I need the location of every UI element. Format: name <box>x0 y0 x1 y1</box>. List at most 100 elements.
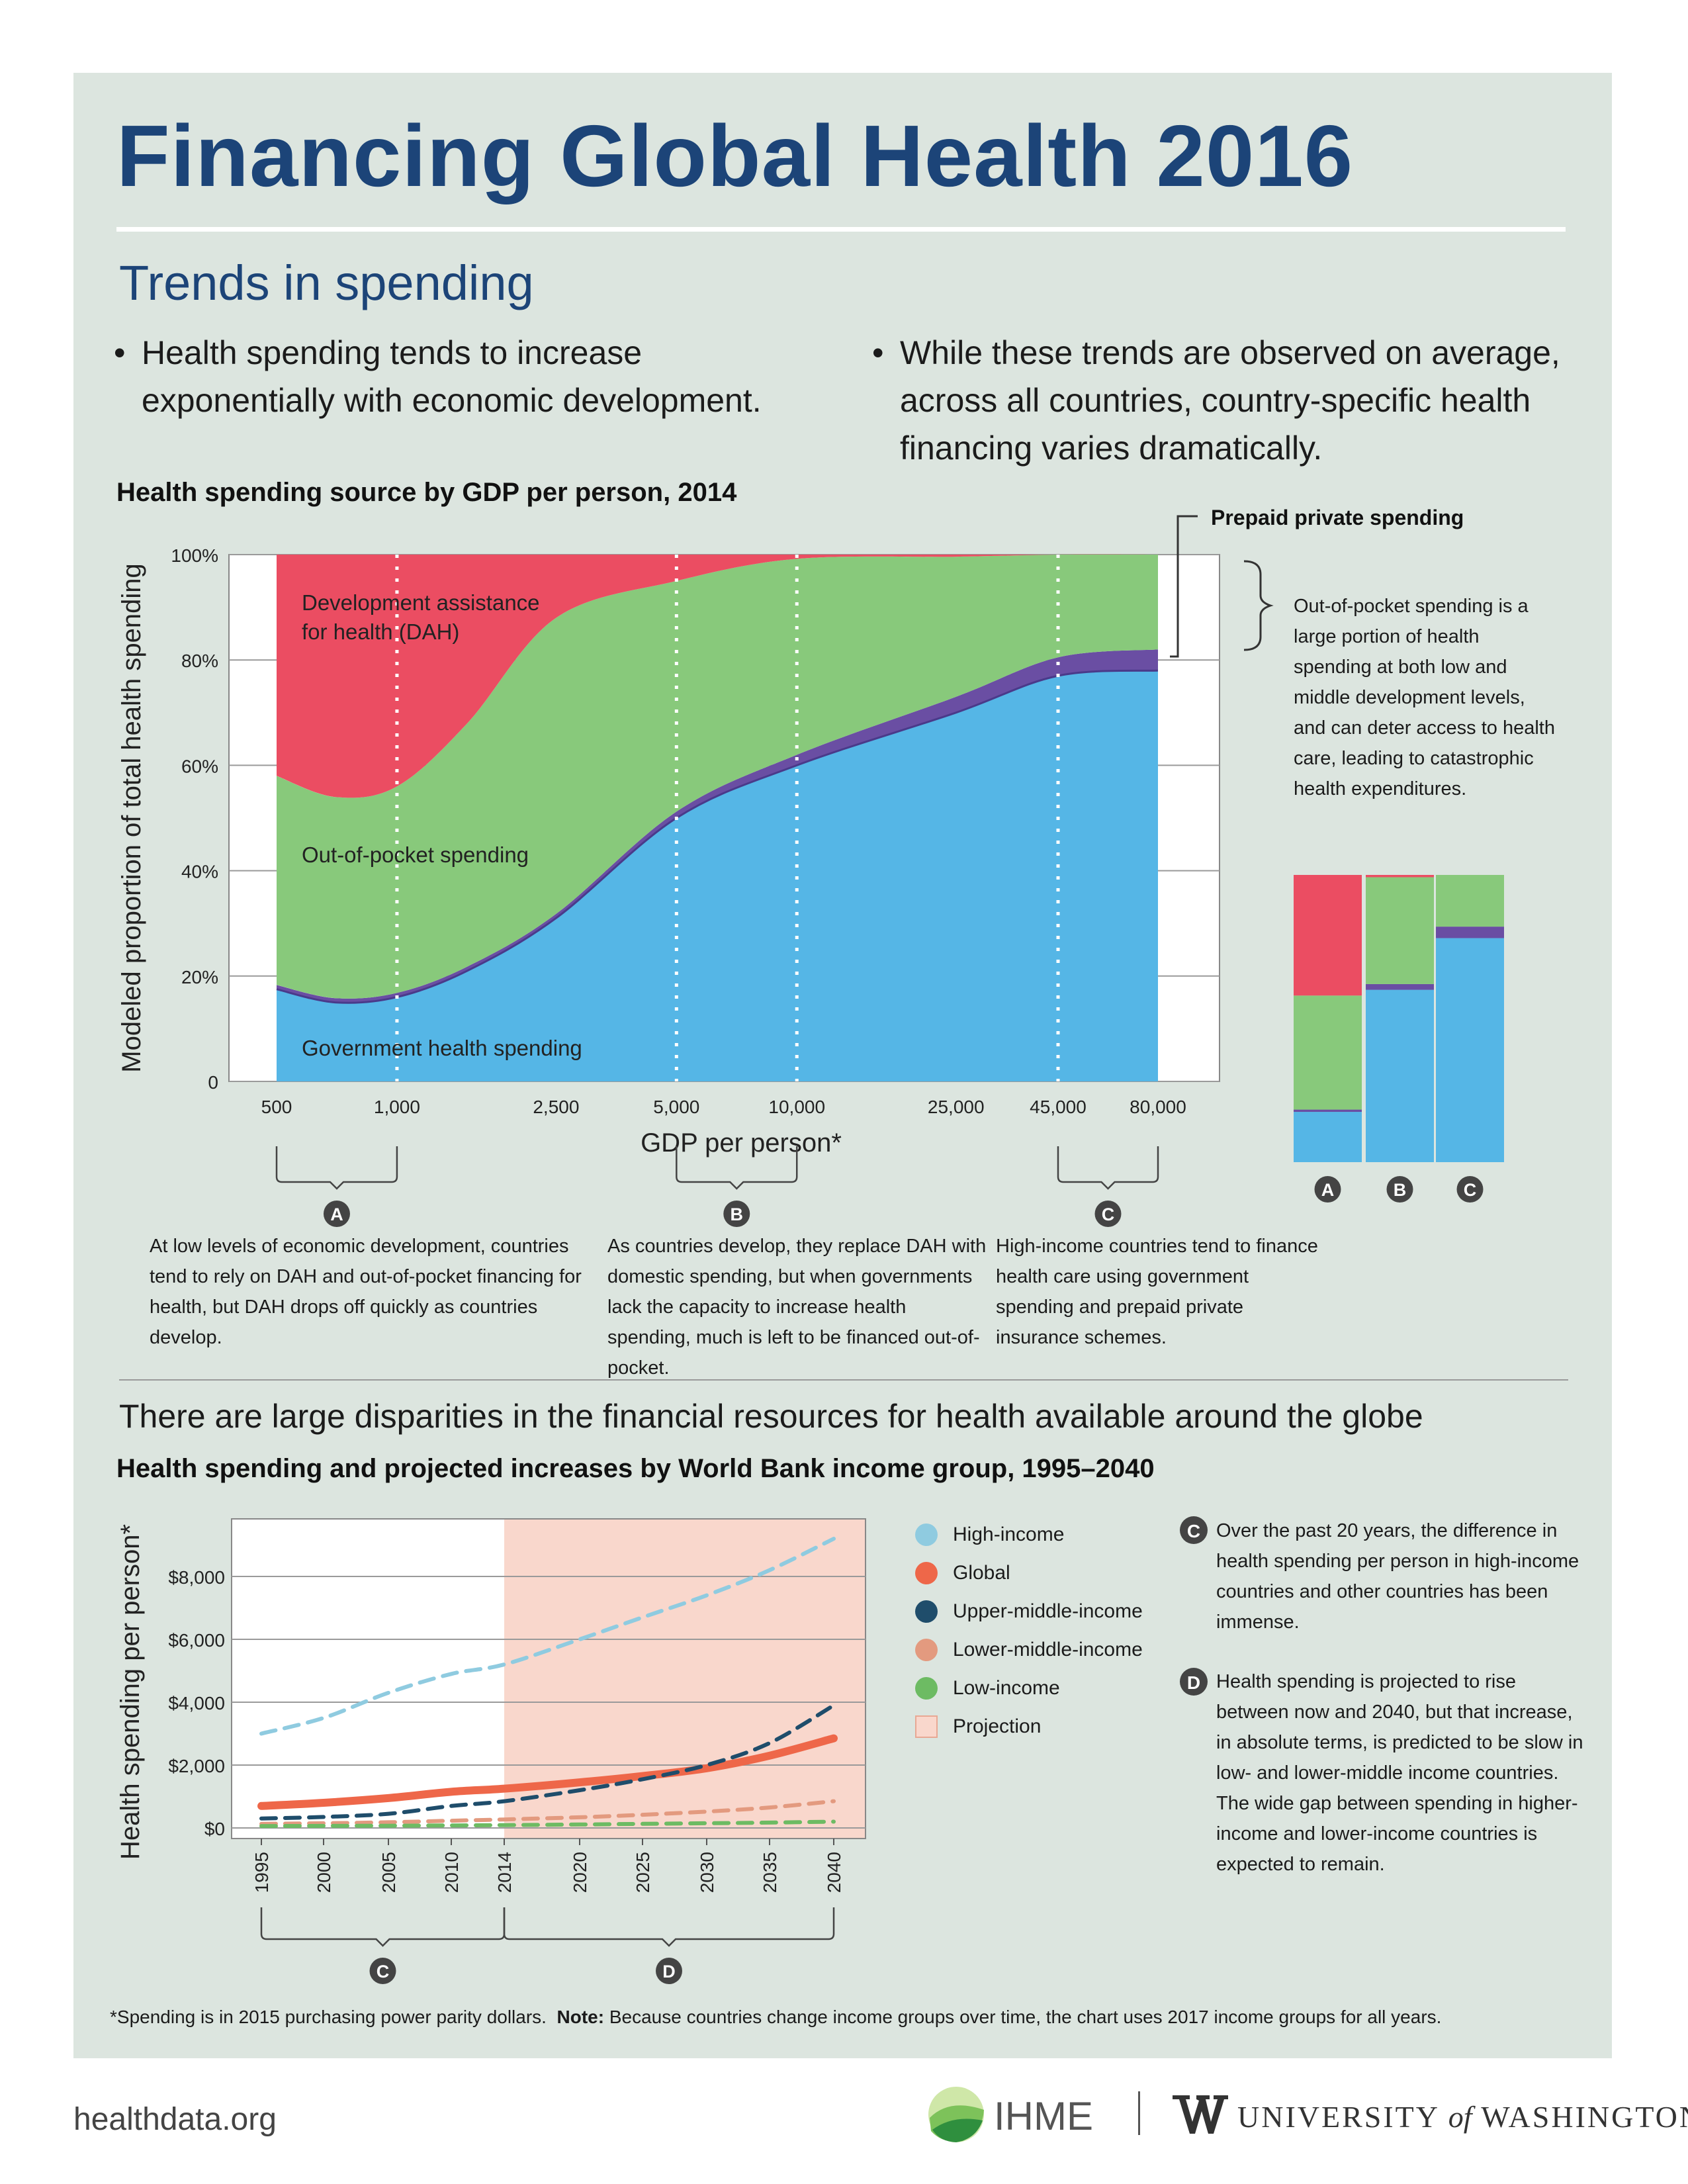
mini-bar-segment-government <box>1366 989 1434 1162</box>
footnote-note-text: Because countries change income groups o… <box>604 2007 1442 2027</box>
y-tick-label: 100% <box>171 545 218 566</box>
x-axis-label: GDP per person* <box>641 1128 842 1158</box>
x-tick-label: 2020 <box>570 1852 590 1893</box>
area-out-of-pocket-spending <box>277 554 1158 999</box>
y-axis-label: Modeled proportion of total health spend… <box>117 563 146 1072</box>
uw-word-of: of <box>1448 2100 1472 2134</box>
y-tick-label: $4,000 <box>168 1693 225 1713</box>
oop-note: Out-of-pocket spending is a large portio… <box>1294 596 1555 799</box>
legend-dot-icon <box>915 1562 938 1584</box>
mini-bar-segment-dah <box>1366 875 1434 878</box>
label-dah-line1: Development assistance <box>302 590 540 615</box>
label-government: Government health spending <box>302 1036 582 1060</box>
mini-bar-segment-government <box>1294 1112 1362 1162</box>
bullet-point: While these trends are observed on avera… <box>872 329 1562 472</box>
title-divider <box>116 227 1566 232</box>
series-line-upper-middle-income <box>259 1703 836 1821</box>
section-heading-disparities: There are large disparities in the finan… <box>119 1398 1423 1435</box>
x-tick-label: 5,000 <box>653 1097 699 1117</box>
x-tick-label: 2005 <box>378 1852 399 1893</box>
footnote-main: *Spending is in 2015 purchasing power pa… <box>110 2007 547 2027</box>
marker-label: C <box>1464 1180 1477 1200</box>
x-tick-label: 2,500 <box>533 1097 579 1117</box>
legend-label: Lower-middle-income <box>953 1639 1143 1661</box>
marker-c-icon <box>1094 1201 1122 1227</box>
marker-c-icon <box>1456 1176 1484 1203</box>
prepaid-callout-line <box>1170 515 1198 658</box>
footnote: *Spending is in 2015 purchasing power pa… <box>110 2007 1441 2028</box>
ihme-logo-icon <box>928 2087 984 2142</box>
svg-text:D: D <box>1187 1672 1200 1693</box>
marker-d-icon: D <box>1180 1668 1208 1696</box>
y-axis-label: Health spending per person* <box>116 1524 145 1860</box>
marker-label: B <box>731 1205 744 1224</box>
y-tick-label: 60% <box>181 756 218 776</box>
marker-c-icon: C <box>1180 1516 1208 1544</box>
svg-text:C: C <box>1187 1521 1200 1541</box>
x-tick-label: 2030 <box>697 1852 717 1893</box>
area-development-assistance-for-health-dah- <box>277 554 1158 798</box>
note-d-projection: Health spending is projected to rise bet… <box>1216 1666 1587 1880</box>
x-tick-label: 2010 <box>441 1852 462 1893</box>
marker-b-icon <box>1386 1176 1413 1203</box>
marker-label: C <box>1102 1205 1115 1224</box>
projection-region <box>504 1520 865 1838</box>
government-edge-line <box>276 669 1159 1004</box>
bracket-a <box>275 1146 398 1190</box>
x-tick-label: 10,000 <box>768 1097 825 1117</box>
series-line-low-income <box>259 1819 836 1829</box>
marker-label: A <box>1321 1180 1335 1200</box>
mini-bar-segment-oop <box>1436 875 1504 927</box>
note-a: At low levels of economic development, c… <box>150 1236 582 1348</box>
y-tick-label: $6,000 <box>168 1630 225 1651</box>
mini-bar-segment-prepaid <box>1436 927 1504 938</box>
note-c: High-income countries tend to finance he… <box>996 1236 1318 1348</box>
note-b: As countries develop, they replace DAH w… <box>607 1236 987 1379</box>
area-government-health-spending <box>277 670 1158 1081</box>
series-line-global <box>257 1734 838 1810</box>
legend-dot-icon <box>915 1600 938 1623</box>
mini-bar-segment-prepaid <box>1366 983 1434 990</box>
marker-label: A <box>330 1205 343 1224</box>
x-tick-label: 2035 <box>760 1852 780 1893</box>
oop-brace <box>1243 560 1274 651</box>
uw-word-washington: WASHINGTON <box>1472 2100 1688 2134</box>
y-tick-label: 20% <box>181 967 218 987</box>
mini-bar-c: C <box>1436 875 1504 1203</box>
legend-label: Low-income <box>953 1677 1060 1699</box>
marker-a-icon <box>1314 1176 1341 1203</box>
x-tick-label: 1,000 <box>374 1097 420 1117</box>
marker-b-icon <box>723 1201 750 1227</box>
marker-c-icon <box>369 1958 396 1984</box>
x-tick-label: 500 <box>261 1097 292 1117</box>
series-line-high-income <box>259 1537 836 1736</box>
x-tick-label: 80,000 <box>1130 1097 1186 1117</box>
bracket-d <box>503 1907 835 1947</box>
legend-dot-icon <box>915 1524 938 1546</box>
x-tick-label: 2014 <box>494 1852 515 1893</box>
legend-label: Projection <box>953 1715 1042 1737</box>
y-tick-label: $0 <box>204 1819 225 1839</box>
logo-divider <box>1138 2091 1140 2135</box>
note-d-projection-text: Health spending is projected to rise bet… <box>1216 1671 1583 1875</box>
note-markers: C D <box>1180 1516 1208 1696</box>
mini-bar-segment-oop <box>1366 877 1434 984</box>
uw-wordmark: UNIVERSITY of WASHINGTON <box>1237 2099 1688 2134</box>
y-tick-label: 80% <box>181 651 218 671</box>
ihme-wordmark: IHME <box>994 2094 1093 2138</box>
bracket-c <box>260 1907 506 1947</box>
legend-label: Global <box>953 1562 1010 1584</box>
chart2-title: Health spending and projected increases … <box>116 1454 1155 1483</box>
uw-w-logo-icon <box>1173 2095 1228 2134</box>
legend-dot-icon <box>915 1677 938 1700</box>
x-tick-label: 25,000 <box>928 1097 985 1117</box>
y-tick-label: $8,000 <box>168 1567 225 1588</box>
marker-label: C <box>377 1962 390 1981</box>
site-link[interactable]: healthdata.org <box>73 2102 277 2137</box>
bracket-c <box>1057 1146 1159 1190</box>
marker-a-icon <box>323 1201 350 1227</box>
mini-bar-segment-dah <box>1294 875 1362 996</box>
y-tick-label: 0 <box>208 1072 218 1093</box>
mini-bar-a: A <box>1294 875 1362 1203</box>
marker-d-icon <box>656 1958 682 1984</box>
